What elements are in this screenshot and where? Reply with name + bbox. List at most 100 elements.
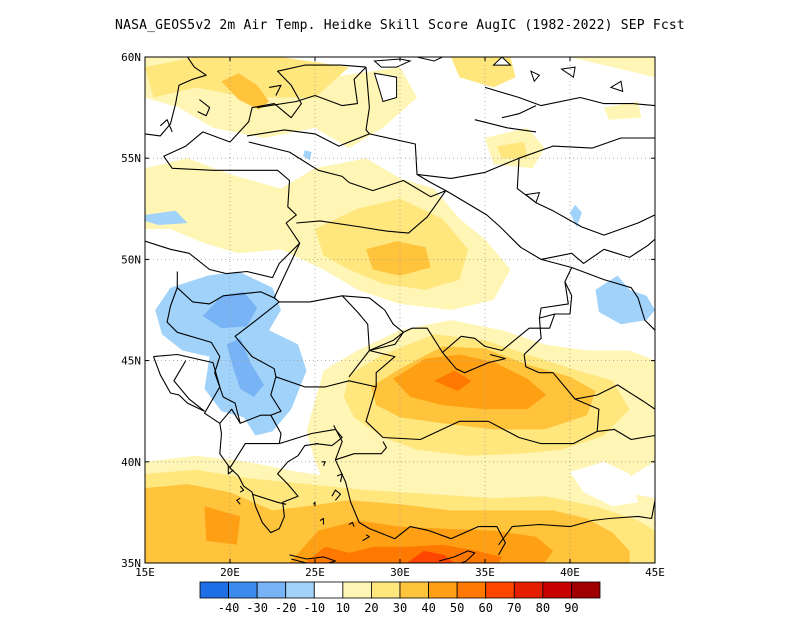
border-line — [197, 99, 211, 117]
colorbar-swatch — [313, 581, 344, 599]
skill-region-20 — [496, 142, 528, 159]
colorbar-label: 30 — [393, 601, 407, 615]
border-line — [438, 550, 476, 563]
lon-tick-label: 30E — [390, 566, 410, 579]
border-line — [369, 331, 404, 352]
colorbar-label: 90 — [564, 601, 578, 615]
border-line — [270, 376, 282, 416]
colorbar-label: -10 — [303, 601, 325, 615]
colorbar-swatch — [513, 581, 544, 599]
colorbar-label: -20 — [275, 601, 297, 615]
border-line — [153, 353, 241, 424]
border-line — [331, 489, 342, 501]
border-line — [571, 266, 655, 331]
colorbar-swatch — [456, 581, 487, 599]
colorbar-swatch — [199, 581, 229, 599]
skill-region-10 — [604, 101, 642, 120]
border-line — [348, 349, 396, 387]
border-line — [574, 384, 655, 410]
axis-ticks: 15E 20E 25E 30E 35E 40E 45E 60N 55N 50N 45N 40N 35N — [121, 51, 665, 579]
border-line — [312, 501, 316, 507]
country-borders — [145, 57, 655, 563]
colorbar-swatch — [485, 581, 515, 599]
skill-region--10 — [303, 150, 312, 161]
colorbar-swatch — [542, 581, 572, 599]
border-line — [319, 517, 325, 525]
border-line — [597, 428, 655, 441]
skill-region--20 — [226, 338, 264, 397]
lon-tick-label: 25E — [305, 566, 325, 579]
border-line — [246, 129, 370, 147]
border-line — [554, 281, 573, 315]
colorbar-label: 40 — [421, 601, 435, 615]
border-line — [474, 119, 537, 133]
border-line — [416, 137, 655, 179]
lake — [373, 58, 412, 68]
border-line — [289, 554, 336, 563]
border-line — [540, 238, 655, 264]
lake — [373, 72, 398, 103]
border-line — [269, 84, 282, 96]
colorbar-swatch — [342, 581, 372, 599]
colorbar-label: 60 — [478, 601, 492, 615]
skill-region-40 — [204, 506, 241, 545]
lake — [530, 70, 541, 83]
border-line — [257, 66, 367, 109]
border-line — [403, 327, 443, 353]
lon-tick-label: 15E — [135, 566, 155, 579]
lon-tick-label: 35E — [475, 566, 495, 579]
chart-title: NASA_GEOS5v2 2m Air Temp. Heidke Skill S… — [115, 18, 685, 33]
skill-region-50 — [304, 544, 502, 563]
colorbar-swatch — [371, 581, 401, 599]
lat-tick-label: 60N — [121, 51, 141, 64]
border-line — [362, 534, 370, 542]
border-line — [501, 105, 537, 119]
border-line — [445, 190, 573, 319]
colorbar-label: 80 — [536, 601, 550, 615]
border-line — [176, 242, 301, 305]
border-line — [498, 500, 655, 546]
lon-tick-label: 45E — [645, 566, 665, 579]
skill-score-shading — [145, 57, 655, 563]
skill-region-30 — [366, 241, 431, 276]
colorbar-label: 10 — [336, 601, 350, 615]
border-line — [159, 119, 173, 133]
skill-region--10 — [570, 204, 582, 227]
lat-tick-label: 50N — [121, 253, 141, 266]
border-line — [365, 386, 598, 445]
colorbar-label: 50 — [450, 601, 464, 615]
border-line — [516, 158, 655, 236]
lat-tick-label: 55N — [121, 152, 141, 165]
skill-region-50 — [434, 370, 472, 391]
colorbar-label: 70 — [507, 601, 521, 615]
colorbar-swatch — [228, 581, 258, 599]
border-line — [365, 67, 370, 135]
border-line — [334, 459, 506, 556]
lake — [492, 57, 512, 66]
water-bodies — [373, 57, 624, 204]
border-line — [279, 428, 343, 447]
border-line — [163, 64, 367, 157]
border-line — [336, 473, 343, 483]
colorbar-swatch — [399, 581, 429, 599]
lat-tick-label: 35N — [121, 557, 141, 570]
colorbar-label: 20 — [364, 601, 378, 615]
border-line — [166, 287, 282, 469]
lat-tick-label: 40N — [121, 456, 141, 469]
border-line — [273, 295, 404, 352]
colorbar-label: -30 — [246, 601, 268, 615]
border-line — [523, 354, 600, 432]
border-line — [219, 423, 319, 534]
colorbar-swatch — [285, 581, 315, 599]
border-line — [236, 497, 241, 505]
skill-region-10 — [570, 461, 638, 507]
colorbar-swatch — [256, 581, 287, 599]
skill-region--10 — [145, 210, 188, 225]
border-line — [341, 295, 370, 351]
border-line — [248, 141, 350, 183]
border-line — [333, 425, 387, 461]
border-line — [152, 356, 205, 412]
border-line — [296, 179, 447, 234]
colorbar-swatch — [571, 581, 601, 599]
